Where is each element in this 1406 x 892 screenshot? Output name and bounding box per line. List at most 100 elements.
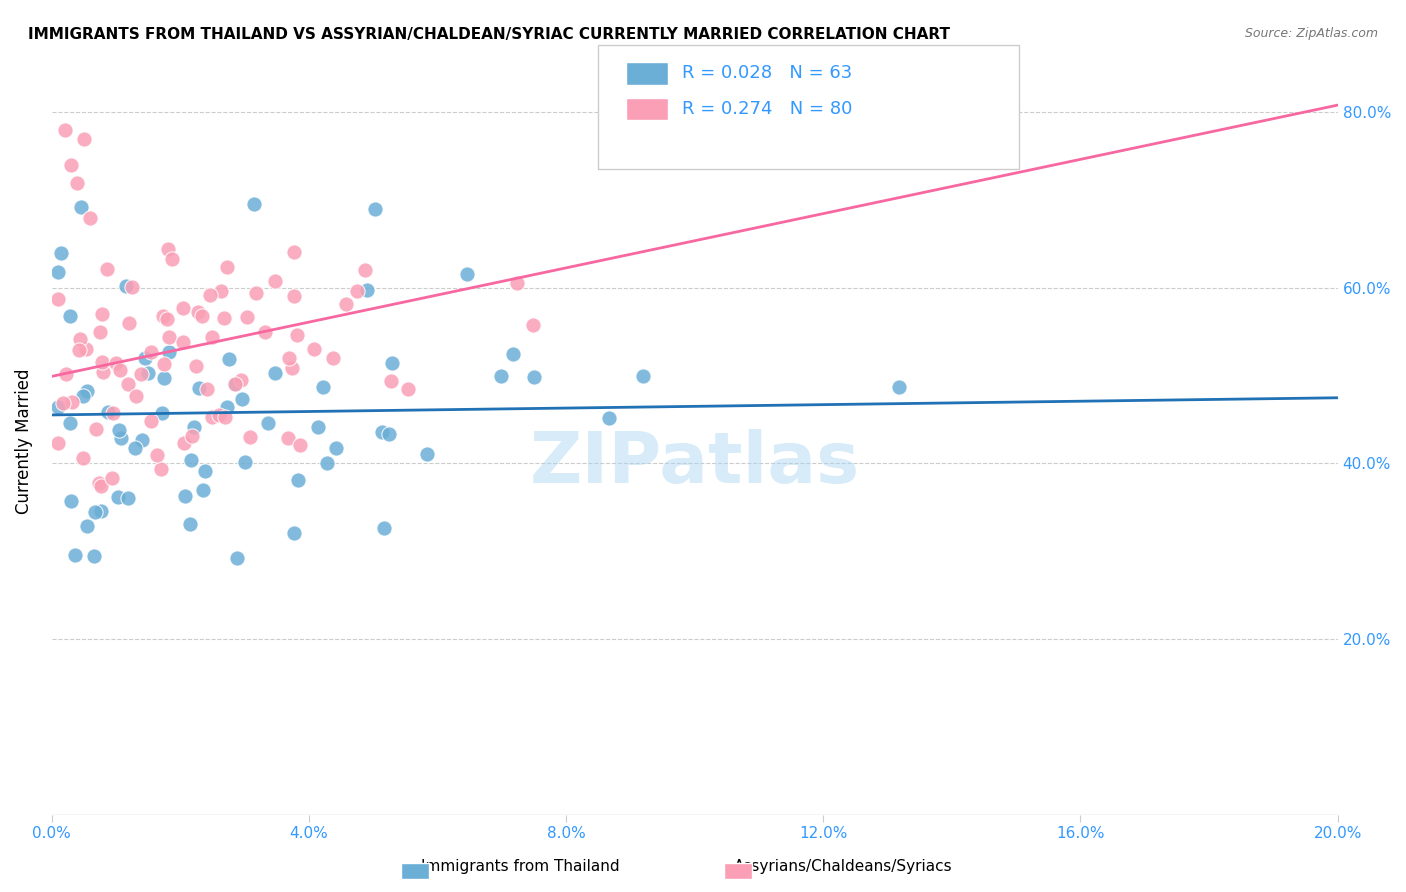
Point: [157, 330, 180, 344]
Point: [229, 373, 252, 387]
Point: [288, 438, 311, 452]
Point: [277, 431, 299, 445]
Point: [75, 342, 97, 356]
Point: [46, 292, 69, 306]
Point: [456, 267, 478, 281]
Point: [212, 310, 235, 325]
Point: [152, 357, 174, 371]
Point: [134, 351, 156, 365]
Point: [378, 426, 401, 441]
Point: [231, 392, 253, 407]
Point: [157, 345, 180, 359]
Point: [91, 307, 114, 321]
Point: [150, 406, 173, 420]
Point: [194, 464, 217, 478]
Point: [322, 351, 344, 366]
Point: [380, 374, 402, 388]
Point: [100, 471, 122, 485]
Point: [191, 483, 214, 498]
Point: [191, 309, 214, 323]
Point: [264, 274, 287, 288]
Point: [283, 289, 305, 303]
Point: [312, 380, 335, 394]
Point: [76, 518, 98, 533]
Point: [287, 473, 309, 487]
Point: [523, 369, 546, 384]
Point: [364, 202, 387, 216]
Point: [209, 284, 232, 298]
Text: R = 0.028   N = 63: R = 0.028 N = 63: [682, 64, 852, 82]
Point: [201, 410, 224, 425]
Point: [115, 278, 138, 293]
Point: [243, 196, 266, 211]
Point: [224, 376, 246, 391]
Point: [371, 425, 394, 440]
Point: [90, 479, 112, 493]
Point: [280, 360, 302, 375]
Y-axis label: Currently Married: Currently Married: [15, 368, 32, 515]
Point: [197, 383, 219, 397]
Point: [91, 365, 114, 379]
Point: [49, 245, 72, 260]
Point: [598, 411, 620, 425]
Text: Assyrians/Chaldeans/Syriacs: Assyrians/Chaldeans/Syriacs: [734, 859, 953, 874]
Point: [84, 422, 107, 436]
Point: [172, 301, 194, 315]
Point: [103, 406, 125, 420]
Point: [245, 286, 267, 301]
Point: [69, 332, 91, 346]
Point: [187, 304, 209, 318]
Point: [107, 490, 129, 504]
Point: [46, 265, 69, 279]
Point: [89, 325, 111, 339]
Point: [307, 419, 329, 434]
Point: [354, 263, 377, 277]
Point: [217, 260, 239, 274]
Point: [58, 309, 80, 323]
Point: [79, 211, 101, 225]
Point: [117, 376, 139, 391]
Point: [121, 280, 143, 294]
Point: [72, 389, 94, 403]
Point: [117, 491, 139, 506]
Text: ZIPatlas: ZIPatlas: [530, 429, 859, 499]
Point: [396, 382, 419, 396]
Point: [146, 449, 169, 463]
Point: [179, 516, 201, 531]
Point: [67, 343, 90, 357]
Point: [136, 366, 159, 380]
Point: [218, 351, 240, 366]
Point: [153, 371, 176, 385]
Point: [183, 419, 205, 434]
Point: [90, 504, 112, 518]
Point: [139, 414, 162, 428]
Point: [346, 284, 368, 298]
Point: [302, 343, 325, 357]
Point: [283, 525, 305, 540]
Point: [285, 328, 308, 343]
Point: [356, 283, 378, 297]
Point: [87, 476, 110, 491]
Point: [263, 366, 285, 380]
Point: [108, 363, 131, 377]
Point: [335, 297, 357, 311]
Point: [83, 505, 105, 519]
Point: [76, 384, 98, 398]
Point: [59, 416, 82, 430]
Point: [55, 367, 77, 381]
Point: [66, 176, 89, 190]
Point: [160, 252, 183, 266]
Point: [173, 436, 195, 450]
Point: [73, 132, 96, 146]
Point: [631, 369, 654, 384]
Point: [104, 356, 127, 370]
Text: Immigrants from Thailand: Immigrants from Thailand: [420, 859, 620, 874]
Point: [257, 416, 280, 430]
Text: IMMIGRANTS FROM THAILAND VS ASSYRIAN/CHALDEAN/SYRIAC CURRENTLY MARRIED CORRELATI: IMMIGRANTS FROM THAILAND VS ASSYRIAN/CHA…: [28, 27, 950, 42]
Point: [156, 242, 179, 256]
Point: [316, 456, 339, 470]
Point: [60, 395, 83, 409]
Point: [522, 318, 544, 332]
Point: [46, 401, 69, 415]
Point: [124, 441, 146, 455]
